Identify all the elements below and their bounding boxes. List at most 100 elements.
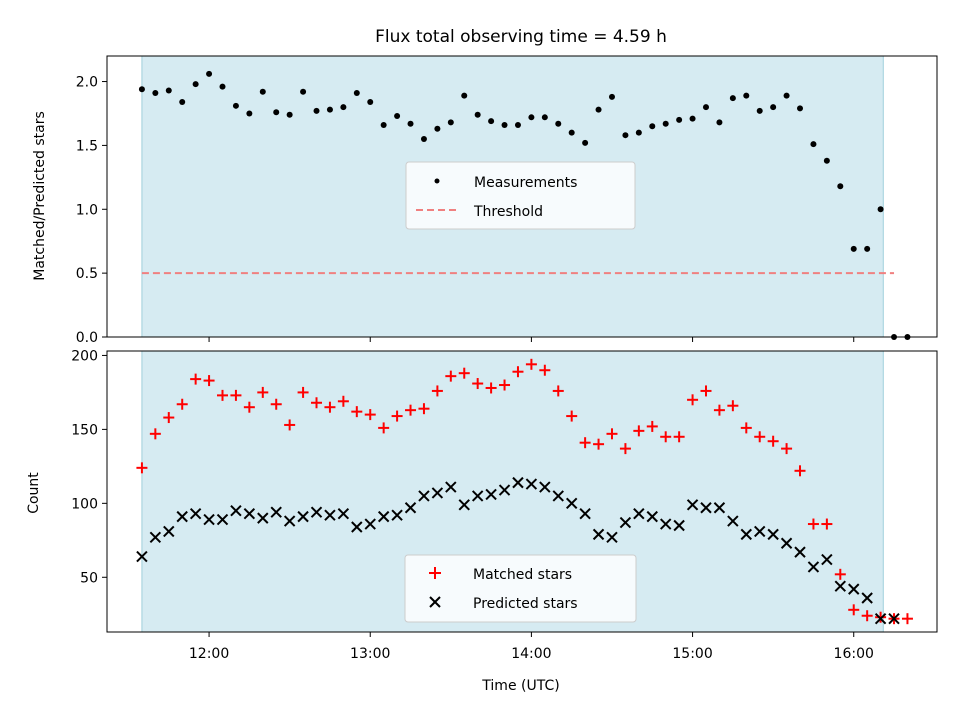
measurements-point xyxy=(474,111,481,118)
legend-predicted-marker xyxy=(429,596,441,608)
top-y-tick-label: 0.0 xyxy=(76,330,98,346)
bottom-legend-frame xyxy=(404,554,637,623)
matched-stars-point xyxy=(593,438,605,450)
predicted-stars-point-b xyxy=(203,513,215,526)
measurements-point xyxy=(649,123,656,130)
matched-stars-point xyxy=(176,398,188,410)
matched-stars-point xyxy=(781,443,793,455)
matched-stars-point xyxy=(270,398,282,410)
matched-stars-point xyxy=(405,404,417,416)
predicted-stars-point-b xyxy=(418,490,430,502)
predicted-stars-point-b xyxy=(659,518,672,530)
matched-stars-point xyxy=(324,401,336,413)
predicted-stars-point xyxy=(606,531,618,544)
matched-stars-point xyxy=(660,431,672,443)
predicted-stars-point xyxy=(834,580,847,592)
matched-stars-point xyxy=(297,386,309,398)
predicted-stars-point xyxy=(176,510,188,523)
predicted-stars-point-b xyxy=(351,521,363,533)
predicted-stars-point-b xyxy=(552,490,564,502)
matched-stars-point xyxy=(807,518,819,530)
predicted-stars-point xyxy=(283,515,296,527)
predicted-stars-point xyxy=(565,497,578,510)
predicted-stars-point-b xyxy=(767,528,779,541)
measurements-point xyxy=(850,245,857,252)
matched-stars-point xyxy=(217,389,229,401)
predicted-stars-point xyxy=(136,550,148,563)
predicted-stars-point-b xyxy=(230,505,242,517)
matched-stars-point xyxy=(351,406,363,418)
legend-measurements-marker xyxy=(434,178,440,184)
predicted-stars-point xyxy=(512,476,524,489)
predicted-stars-point xyxy=(552,490,564,502)
predicted-stars-point xyxy=(189,507,202,520)
predicted-stars-point-b xyxy=(283,515,296,527)
matched-stars-point xyxy=(163,412,175,424)
measurements-point xyxy=(716,119,723,126)
matched-stars-point xyxy=(284,419,296,431)
predicted-stars-point-b xyxy=(565,497,578,510)
predicted-stars-point-b xyxy=(700,502,712,514)
measurements-point xyxy=(434,125,441,132)
measurements-point xyxy=(823,157,830,164)
predicted-stars-point xyxy=(163,525,175,538)
measurements-point xyxy=(810,141,817,148)
measurements-point xyxy=(635,129,642,136)
predicted-stars-point-b xyxy=(606,531,618,544)
matched-stars-point xyxy=(512,366,524,378)
predicted-stars-point xyxy=(740,528,752,541)
measurements-point xyxy=(501,121,508,128)
predicted-stars-point-b xyxy=(471,490,484,502)
predicted-stars-point-b xyxy=(136,550,148,563)
predicted-stars-point xyxy=(364,518,376,530)
bottom-y-tick-label: 200 xyxy=(71,348,98,364)
measurements-point xyxy=(662,120,669,127)
predicted-stars-point-b xyxy=(619,516,632,529)
predicted-stars-point xyxy=(377,510,390,523)
predicted-stars-point xyxy=(230,505,242,517)
predicted-stars-point xyxy=(270,506,282,518)
measurements-point xyxy=(407,120,414,127)
predicted-stars-point xyxy=(888,612,900,625)
measurements-point xyxy=(541,114,548,121)
matched-stars-point xyxy=(646,420,658,432)
predicted-stars-point xyxy=(418,490,430,502)
legend-threshold-label: Threshold xyxy=(473,204,543,220)
predicted-stars-point xyxy=(257,512,269,524)
measurements-point xyxy=(797,105,804,112)
predicted-stars-point xyxy=(471,490,484,502)
bottom-axes-frame xyxy=(106,350,938,633)
predicted-stars-point-b xyxy=(539,481,551,493)
top-y-tick-label: 2.0 xyxy=(76,75,98,91)
measurements-point xyxy=(461,92,468,99)
predicted-stars-point xyxy=(727,515,739,527)
predicted-stars-point xyxy=(794,546,806,558)
matched-stars-point xyxy=(539,364,551,376)
matched-stars-point xyxy=(190,373,202,385)
legend-predicted-label: Predicted stars xyxy=(473,596,578,612)
predicted-stars-point-b xyxy=(270,506,282,518)
predicted-stars-point xyxy=(445,481,457,493)
measurements-point xyxy=(528,114,535,121)
predicted-stars-point-b xyxy=(821,553,833,566)
predicted-stars-point-b xyxy=(149,531,162,544)
matched-stars-point xyxy=(901,613,913,625)
predicted-stars-point xyxy=(351,521,363,533)
measurements-point xyxy=(864,245,871,252)
predicted-stars-point xyxy=(646,510,658,523)
measurements-point xyxy=(353,90,360,97)
predicted-stars-point-b xyxy=(525,478,538,490)
predicted-stars-point xyxy=(485,488,497,501)
predicted-stars-point xyxy=(821,553,833,566)
bottom-y-tick-label: 50 xyxy=(80,570,98,586)
matched-stars-point xyxy=(485,382,497,394)
matched-stars-point xyxy=(767,435,779,447)
top-y-tick-label: 0.5 xyxy=(76,266,98,282)
predicted-stars-point-b xyxy=(740,528,752,541)
predicted-stars-point-b xyxy=(163,525,175,538)
x-axis-label: Time (UTC) xyxy=(481,678,559,694)
matched-stars-point xyxy=(525,358,537,370)
measurements-point xyxy=(447,119,454,126)
measurements-point xyxy=(313,107,320,114)
